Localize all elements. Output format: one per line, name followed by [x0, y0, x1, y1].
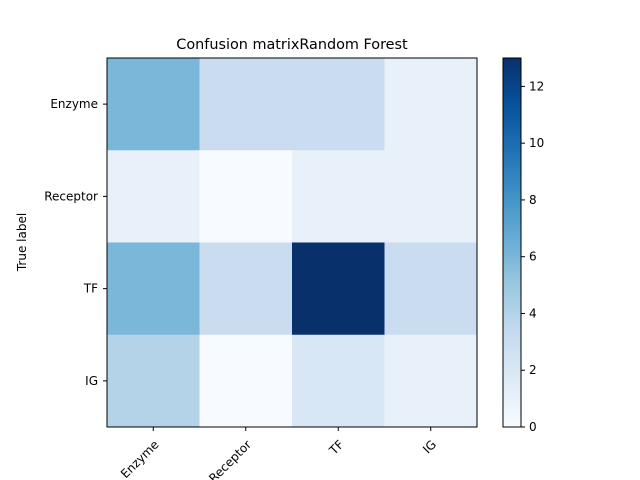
- heatmap-cell-3-1: [199, 334, 293, 428]
- colorbar: [502, 57, 522, 428]
- heatmap-cell-0-3: [384, 58, 478, 151]
- x-axis: Enzyme Receptor TF IG: [118, 427, 439, 480]
- x-tick-label: Receptor: [206, 437, 254, 480]
- colorbar-tick-label: 8: [529, 193, 537, 207]
- y-axis-label: True label: [15, 213, 29, 272]
- heatmap-cells: [107, 58, 478, 428]
- y-tick-label: TF: [83, 282, 98, 296]
- heatmap-cell-0-0: [107, 58, 200, 151]
- plot-frame: [106, 57, 478, 428]
- heatmap-cell-2-2: [292, 242, 385, 336]
- y-tick-label: Enzyme: [50, 97, 98, 111]
- heatmap-cell-2-0: [107, 242, 200, 336]
- heatmap-cell-1-2: [292, 150, 385, 243]
- x-tick-label: Enzyme: [118, 437, 162, 480]
- y-tick-label: IG: [85, 374, 98, 388]
- heatmap-cell-1-0: [107, 150, 200, 243]
- heatmap-cell-0-1: [199, 58, 293, 151]
- heatmap-cell-3-2: [292, 334, 385, 428]
- heatmap-cell-3-0: [107, 334, 200, 428]
- colorbar-axis: 0 2 4 6 8 10 12: [521, 79, 544, 434]
- y-axis: Enzyme Receptor TF IG: [44, 97, 107, 388]
- x-tick-label: TF: [326, 437, 347, 458]
- colorbar-tick-label: 4: [529, 306, 537, 320]
- y-tick-label: Receptor: [44, 189, 98, 203]
- heatmap-cell-2-1: [199, 242, 293, 336]
- heatmap-cell-0-2: [292, 58, 385, 151]
- heatmap-cell-3-3: [384, 334, 478, 428]
- heatmap-cell-1-1: [199, 150, 293, 243]
- x-tick-label: IG: [420, 437, 439, 456]
- heatmap-cell-2-3: [384, 242, 478, 336]
- colorbar-tick-label: 6: [529, 250, 537, 264]
- colorbar-tick-label: 12: [529, 79, 544, 93]
- colorbar-tick-label: 2: [529, 363, 537, 377]
- chart-title: Confusion matrixRandom Forest: [176, 37, 408, 53]
- colorbar-tick-label: 10: [529, 136, 544, 150]
- colorbar-tick-label: 0: [529, 420, 537, 434]
- heatmap-cell-1-3: [384, 150, 478, 243]
